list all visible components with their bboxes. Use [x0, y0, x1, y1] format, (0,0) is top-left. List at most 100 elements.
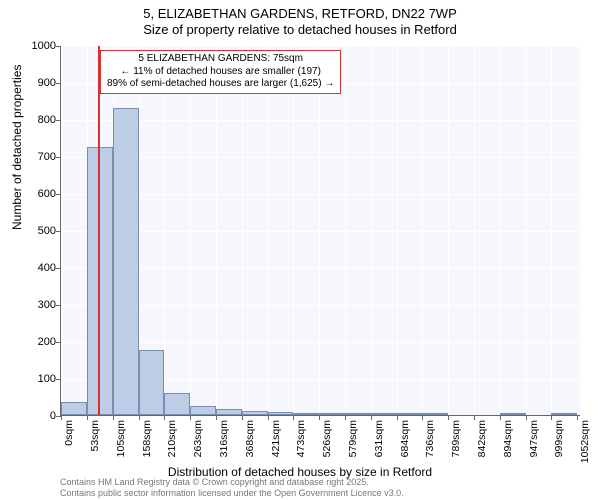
xtick-mark	[551, 415, 552, 420]
histogram-bar	[293, 413, 319, 415]
gridline-v	[190, 46, 191, 415]
xtick-mark	[422, 415, 423, 420]
xtick-mark	[61, 415, 62, 420]
xtick-label: 473sqm	[295, 420, 307, 470]
gridline-v	[500, 46, 501, 415]
xtick-label: 789sqm	[450, 420, 462, 470]
xtick-label: 53sqm	[89, 420, 101, 470]
xtick-label: 210sqm	[166, 420, 178, 470]
annotation-line3: 89% of semi-detached houses are larger (…	[107, 78, 334, 91]
ytick-label: 200	[16, 336, 56, 348]
histogram-bar	[242, 411, 268, 415]
histogram-bar	[268, 412, 294, 415]
gridline-v	[551, 46, 552, 415]
histogram-bar	[113, 108, 139, 415]
ytick-label: 0	[16, 410, 56, 422]
xtick-label: 842sqm	[476, 420, 488, 470]
histogram-bar	[164, 393, 190, 415]
gridline-v	[293, 46, 294, 415]
gridline-v	[474, 46, 475, 415]
histogram-bar	[216, 409, 242, 415]
histogram-bar	[345, 413, 371, 415]
footer-line2: Contains public sector information licen…	[60, 488, 404, 498]
reference-line	[98, 46, 100, 415]
gridline-v	[371, 46, 372, 415]
footer-text: Contains HM Land Registry data © Crown c…	[60, 477, 404, 498]
xtick-label: 316sqm	[218, 420, 230, 470]
xtick-label: 263sqm	[192, 420, 204, 470]
ytick-label: 900	[16, 77, 56, 89]
xtick-mark	[474, 415, 475, 420]
xtick-label: 421sqm	[270, 420, 282, 470]
xtick-mark	[216, 415, 217, 420]
gridline-v	[526, 46, 527, 415]
xtick-mark	[526, 415, 527, 420]
annotation-line1: 5 ELIZABETHAN GARDENS: 75sqm	[107, 53, 334, 66]
annotation-line2: ← 11% of detached houses are smaller (19…	[107, 66, 334, 79]
gridline-v	[422, 46, 423, 415]
xtick-label: 999sqm	[553, 420, 565, 470]
chart-titles: 5, ELIZABETHAN GARDENS, RETFORD, DN22 7W…	[0, 0, 600, 37]
ytick-label: 100	[16, 373, 56, 385]
histogram-bar	[397, 413, 423, 415]
histogram-bar	[319, 413, 345, 415]
chart-container: 5, ELIZABETHAN GARDENS, RETFORD, DN22 7W…	[0, 0, 600, 500]
histogram-bar	[190, 406, 216, 415]
xtick-mark	[500, 415, 501, 420]
xtick-label: 158sqm	[141, 420, 153, 470]
histogram-bar	[61, 402, 87, 415]
ytick-label: 400	[16, 262, 56, 274]
xtick-mark	[190, 415, 191, 420]
xtick-label: 368sqm	[244, 420, 256, 470]
gridline-v	[242, 46, 243, 415]
xtick-mark	[242, 415, 243, 420]
title-main: 5, ELIZABETHAN GARDENS, RETFORD, DN22 7W…	[0, 6, 600, 21]
xtick-mark	[397, 415, 398, 420]
xtick-label: 894sqm	[502, 420, 514, 470]
xtick-label: 631sqm	[373, 420, 385, 470]
xtick-label: 579sqm	[347, 420, 359, 470]
gridline-v	[319, 46, 320, 415]
histogram-bar	[500, 413, 526, 415]
ytick-label: 700	[16, 151, 56, 163]
xtick-label: 1052sqm	[579, 420, 591, 470]
gridline-v	[216, 46, 217, 415]
ytick-label: 600	[16, 188, 56, 200]
xtick-label: 0sqm	[63, 420, 75, 470]
xtick-label: 736sqm	[424, 420, 436, 470]
xtick-mark	[577, 415, 578, 420]
xtick-mark	[139, 415, 140, 420]
gridline-v	[345, 46, 346, 415]
y-axis-label: Number of detached properties	[10, 65, 24, 230]
ytick-label: 800	[16, 114, 56, 126]
xtick-mark	[371, 415, 372, 420]
xtick-mark	[319, 415, 320, 420]
title-sub: Size of property relative to detached ho…	[0, 22, 600, 37]
xtick-mark	[164, 415, 165, 420]
xtick-label: 526sqm	[321, 420, 333, 470]
xtick-label: 947sqm	[528, 420, 540, 470]
footer-line1: Contains HM Land Registry data © Crown c…	[60, 477, 404, 487]
xtick-label: 684sqm	[399, 420, 411, 470]
gridline-v	[448, 46, 449, 415]
xtick-mark	[293, 415, 294, 420]
xtick-mark	[113, 415, 114, 420]
gridline-v	[268, 46, 269, 415]
histogram-bar	[139, 350, 165, 415]
annotation-box: 5 ELIZABETHAN GARDENS: 75sqm ← 11% of de…	[100, 50, 341, 94]
gridline-v	[577, 46, 578, 415]
ytick-label: 1000	[16, 40, 56, 52]
xtick-mark	[345, 415, 346, 420]
histogram-bar	[422, 413, 448, 415]
xtick-mark	[87, 415, 88, 420]
plot-area	[60, 46, 580, 416]
xtick-mark	[268, 415, 269, 420]
histogram-bar	[551, 413, 577, 415]
ytick-label: 300	[16, 299, 56, 311]
gridline-v	[164, 46, 165, 415]
gridline-v	[397, 46, 398, 415]
xtick-label: 105sqm	[115, 420, 127, 470]
histogram-bar	[371, 413, 397, 415]
ytick-label: 500	[16, 225, 56, 237]
xtick-mark	[448, 415, 449, 420]
